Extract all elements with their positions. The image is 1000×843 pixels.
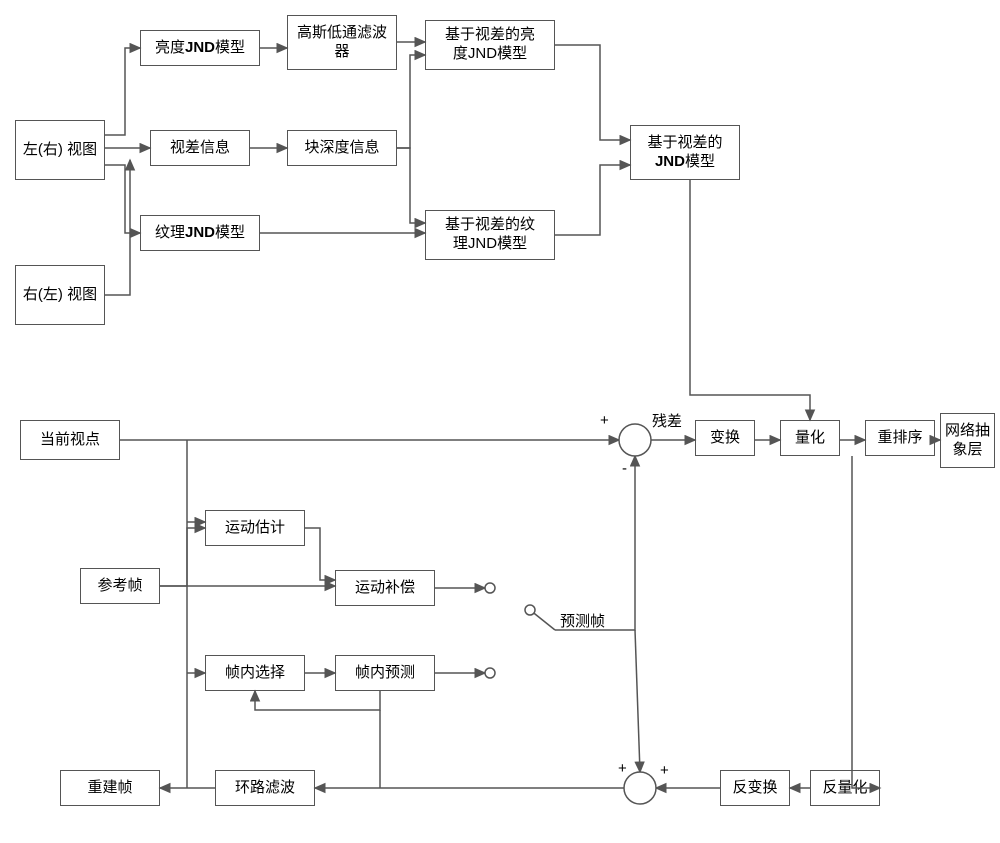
text: 基于视差的纹理JND模型 (445, 216, 535, 254)
text: 重建帧 (87, 779, 132, 798)
node-inv-quant: 反量化 (810, 770, 880, 806)
node-nal: 网络抽象层 (940, 413, 995, 468)
node-disp-luma-jnd: 基于视差的亮度JND模型 (425, 20, 555, 70)
text: 当前视点 (40, 431, 100, 450)
node-texture-jnd: 纹理JND模型 (140, 215, 260, 251)
sum-recon-icon (624, 772, 656, 804)
node-current-view: 当前视点 (20, 420, 120, 460)
text: 网络抽象层 (945, 422, 990, 460)
edges-layer (0, 0, 1000, 843)
switch2-icon (485, 668, 495, 678)
text: 基于视差的亮度JND模型 (445, 26, 535, 64)
node-left-right-view: 左(右) 视图 (15, 120, 105, 180)
node-disp-texture-jnd: 基于视差的纹理JND模型 (425, 210, 555, 260)
text: 帧内选择 (225, 664, 285, 683)
node-recon: 重建帧 (60, 770, 160, 806)
label-plus3: + (618, 760, 627, 777)
text: 参考帧 (97, 577, 142, 596)
node-block-depth: 块深度信息 (287, 130, 397, 166)
text: 变换 (710, 429, 740, 448)
text: 视差信息 (170, 139, 230, 158)
node-ref-frame: 参考帧 (80, 568, 160, 604)
switch-common-icon (525, 605, 535, 615)
text: 运动补偿 (355, 579, 415, 598)
label-minus1: - (622, 460, 627, 477)
node-reorder: 重排序 (865, 420, 935, 456)
node-right-left-view: 右(左) 视图 (15, 265, 105, 325)
text: 重排序 (877, 429, 922, 448)
text: 右(左) 视图 (23, 286, 97, 305)
text: 纹理JND模型 (155, 224, 245, 243)
text: 反变换 (732, 779, 777, 798)
node-motion-est: 运动估计 (205, 510, 305, 546)
node-transform: 变换 (695, 420, 755, 456)
node-disp-jnd-model: 基于视差的JND模型 (630, 125, 740, 180)
node-intra-pred: 帧内预测 (335, 655, 435, 691)
label-plus1: + (600, 412, 609, 429)
text: 反量化 (822, 779, 867, 798)
text: 基于视差的JND模型 (647, 134, 722, 172)
label-residual: 残差 (652, 410, 682, 431)
text: 亮度JND模型 (155, 39, 245, 58)
text: 运动估计 (225, 519, 285, 538)
label-plus2: + (660, 762, 669, 779)
switch1-icon (485, 583, 495, 593)
text: 高斯低通滤波器 (292, 24, 392, 62)
node-disparity-info: 视差信息 (150, 130, 250, 166)
sum-residual-icon (619, 424, 651, 456)
text: 帧内预测 (355, 664, 415, 683)
node-luma-jnd: 亮度JND模型 (140, 30, 260, 66)
text: 量化 (795, 429, 825, 448)
node-motion-comp: 运动补偿 (335, 570, 435, 606)
node-gaussian-lpf: 高斯低通滤波器 (287, 15, 397, 70)
text: 左(右) 视图 (23, 141, 97, 160)
text: 块深度信息 (304, 139, 379, 158)
node-intra-select: 帧内选择 (205, 655, 305, 691)
node-loop-filter: 环路滤波 (215, 770, 315, 806)
text: 环路滤波 (235, 779, 295, 798)
node-quant: 量化 (780, 420, 840, 456)
node-inv-transform: 反变换 (720, 770, 790, 806)
label-pred-frame: 预测帧 (560, 610, 605, 631)
flowchart-canvas: 左(右) 视图 右(左) 视图 亮度JND模型 视差信息 纹理JND模型 高斯低… (0, 0, 1000, 843)
